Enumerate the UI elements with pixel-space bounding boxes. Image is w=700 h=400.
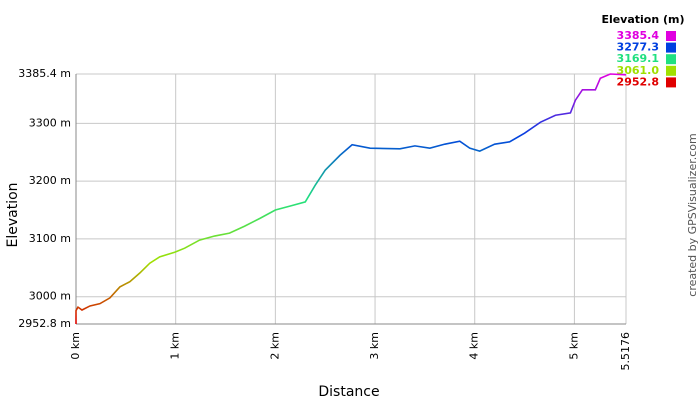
legend-label: 3061.0 [617,64,660,77]
x-tick-label: 4 km [468,332,481,360]
y-axis-title: Elevation [5,182,21,247]
y-tick-label: 3200 m [29,174,71,187]
y-tick-label: 3385.4 m [18,67,71,80]
credit: created by GPSVisualizer.com [686,133,699,296]
legend-swatch [666,42,676,53]
legend-swatch [666,65,676,76]
legend-label: 2952.8 [617,75,659,88]
legend-label: 3385.4 [617,29,660,42]
x-tick-label: 5.5176 [619,332,632,371]
y-tick-label: 3100 m [29,232,71,245]
legend-label: 3277.3 [617,41,659,54]
legend-label: 3169.1 [617,52,659,65]
x-tick-label: 0 km [69,332,82,360]
x-tick-label: 5 km [567,332,580,360]
x-tick-label: 3 km [368,332,381,360]
legend-swatch [666,31,676,41]
y-tick-label: 2952.8 m [18,317,71,330]
legend-swatch [666,54,676,65]
legend-title: Elevation (m) [601,13,684,26]
y-tick-label: 3300 m [29,116,71,129]
x-axis-title: Distance [318,384,379,400]
elevation-line [75,73,627,324]
x-tick-label: 2 km [268,332,281,360]
legend-swatch [666,77,676,88]
y-tick-label: 3000 m [29,290,71,303]
x-tick-label: 1 km [169,332,182,360]
